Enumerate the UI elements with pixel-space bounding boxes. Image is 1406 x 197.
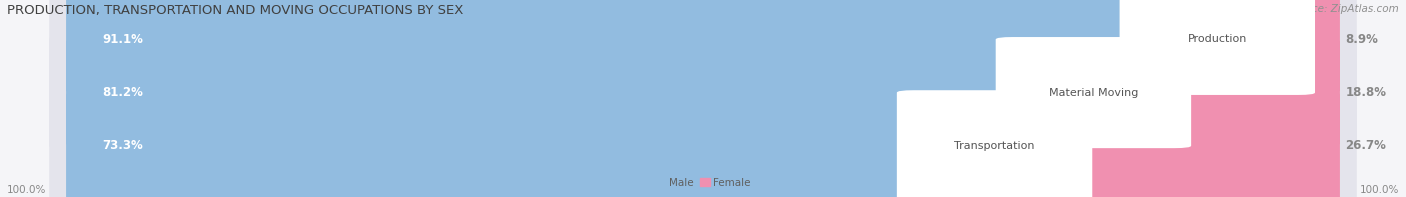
Text: 8.9%: 8.9% [1346,33,1378,46]
Legend: Male, Female: Male, Female [651,173,755,192]
FancyBboxPatch shape [66,0,1229,92]
Text: 100.0%: 100.0% [7,185,46,195]
FancyBboxPatch shape [995,37,1191,148]
FancyBboxPatch shape [66,40,1105,145]
Text: 26.7%: 26.7% [1346,139,1386,152]
FancyBboxPatch shape [1083,40,1340,145]
Text: 73.3%: 73.3% [103,139,143,152]
Text: 18.8%: 18.8% [1346,86,1386,99]
Text: Production: Production [1188,34,1247,44]
FancyBboxPatch shape [1206,0,1340,92]
FancyBboxPatch shape [897,90,1092,197]
Text: 91.1%: 91.1% [103,33,143,46]
FancyBboxPatch shape [49,89,1357,197]
Text: Transportation: Transportation [955,141,1035,151]
FancyBboxPatch shape [49,0,1357,96]
FancyBboxPatch shape [983,93,1340,197]
FancyBboxPatch shape [49,36,1357,149]
Text: 100.0%: 100.0% [1360,185,1399,195]
Text: Material Moving: Material Moving [1049,88,1137,98]
FancyBboxPatch shape [1119,0,1315,95]
FancyBboxPatch shape [66,93,1005,197]
Text: 81.2%: 81.2% [103,86,143,99]
Text: Source: ZipAtlas.com: Source: ZipAtlas.com [1288,4,1399,14]
Text: PRODUCTION, TRANSPORTATION AND MOVING OCCUPATIONS BY SEX: PRODUCTION, TRANSPORTATION AND MOVING OC… [7,4,464,17]
